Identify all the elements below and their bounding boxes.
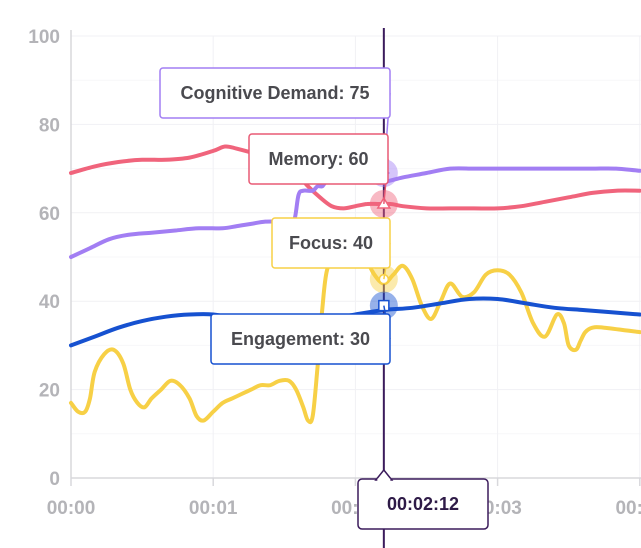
y-tick-label: 40 (39, 292, 60, 313)
series-line-memory (69, 144, 641, 211)
x-tick-label: 00:01 (189, 498, 238, 519)
tooltip-label-engagement: Engagement: 30 (231, 329, 370, 349)
cursor-time-text: 00:02:12 (387, 494, 459, 514)
cursor-label-pointer (374, 468, 394, 481)
tooltip-label-focus: Focus: 40 (289, 233, 373, 253)
y-tick-label: 60 (39, 204, 60, 225)
tooltip-label-cognitive_demand: Cognitive Demand: 75 (180, 83, 369, 103)
y-tick-label: 80 (39, 115, 60, 136)
series-line-cognitive_demand (69, 166, 641, 259)
y-tick-label: 100 (28, 27, 60, 48)
tooltip-label-memory: Memory: 60 (268, 149, 368, 169)
tooltip-box-memory (248, 133, 389, 185)
tooltips: Cognitive Demand: 75 Memory: 60 Focus: 40 E… (159, 67, 391, 365)
cursor-time-label: 00:02:12 (357, 468, 489, 530)
x-tick-label: 00:04 (615, 498, 641, 519)
x-tick-label: 00:00 (47, 498, 96, 519)
cursor-label-box (357, 478, 489, 530)
y-tick-label: 0 (49, 469, 60, 490)
y-tick-label: 20 (39, 381, 60, 402)
tooltip-box-engagement (210, 313, 391, 365)
tooltip-box-focus (271, 217, 391, 269)
tooltip-box-cognitive_demand (159, 67, 391, 119)
